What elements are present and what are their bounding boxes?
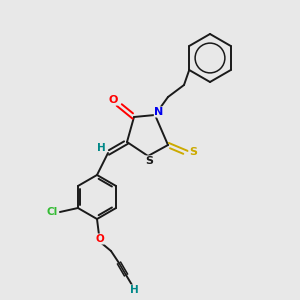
Text: S: S [145,156,153,166]
Text: S: S [189,147,197,157]
Text: H: H [97,143,105,153]
Text: O: O [96,234,104,244]
Text: Cl: Cl [46,207,58,217]
Text: O: O [108,95,118,105]
Text: H: H [130,285,138,295]
Text: N: N [154,107,164,117]
